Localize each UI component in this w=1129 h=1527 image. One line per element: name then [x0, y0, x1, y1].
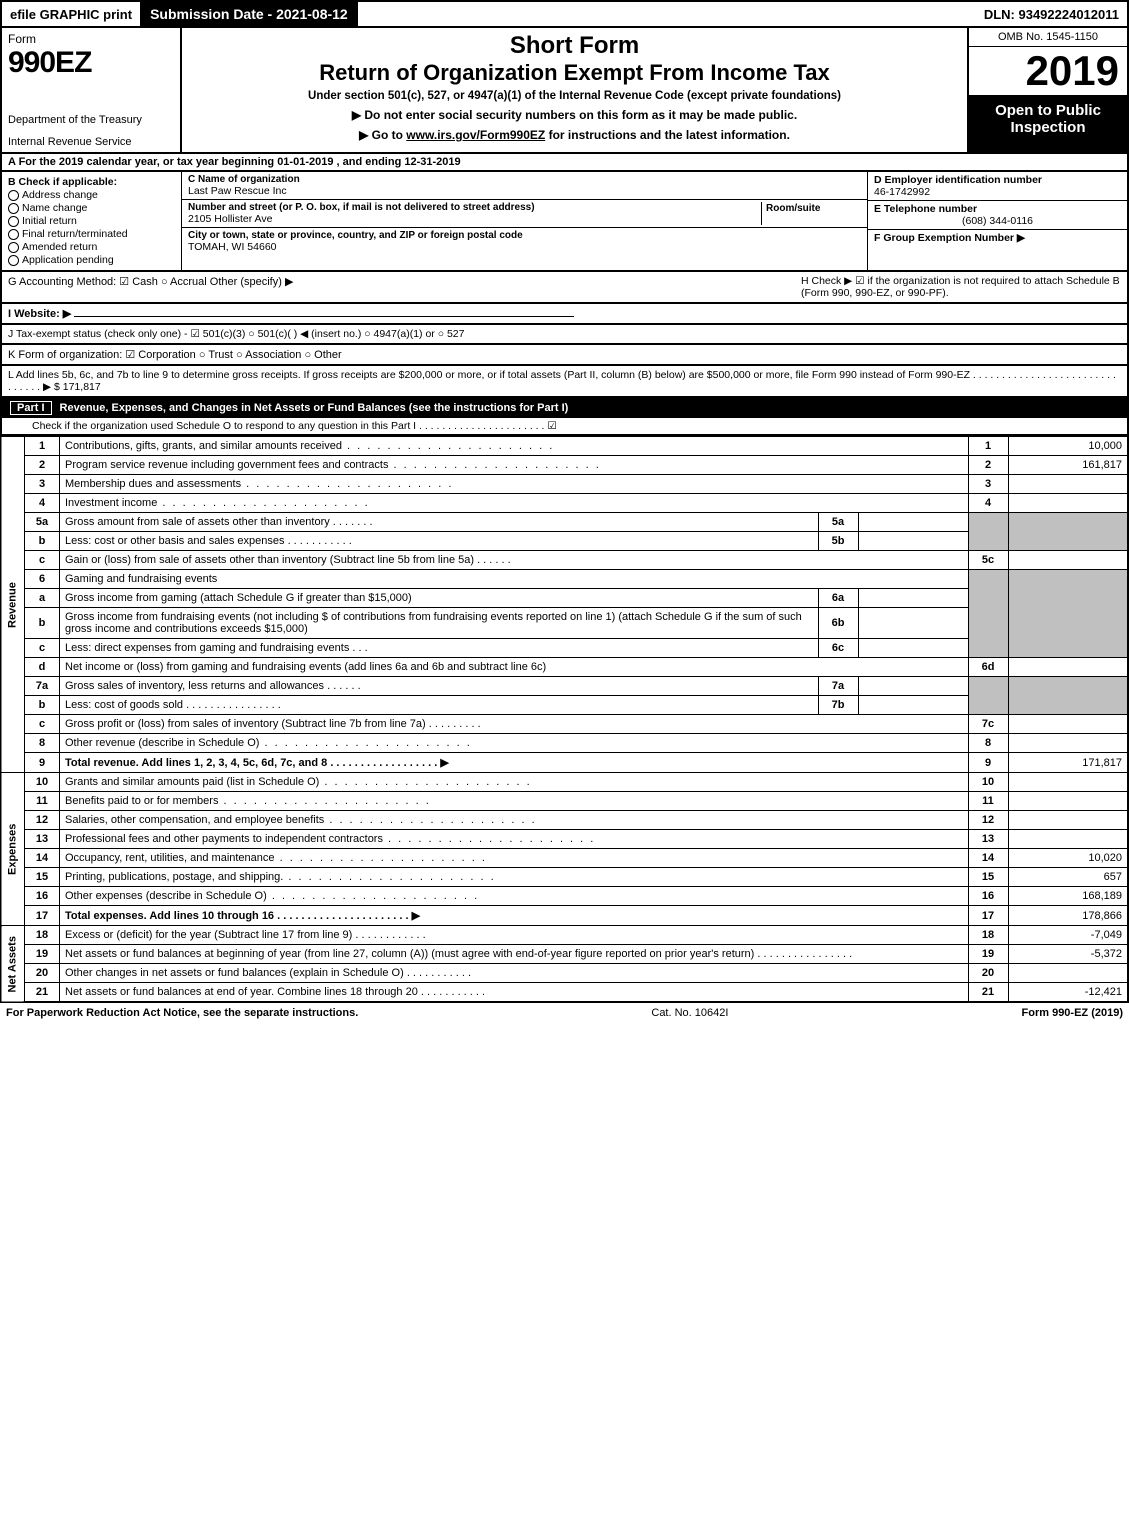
instr-goto: ▶ Go to www.irs.gov/Form990EZ for instru… [188, 128, 961, 142]
line1-val: 10,000 [1008, 437, 1128, 456]
line15-val: 657 [1008, 868, 1128, 887]
form-number: 990EZ [8, 46, 174, 80]
org-street: 2105 Hollister Ave [188, 213, 761, 225]
cb-pending: Application pending [8, 254, 175, 266]
total-expenses: 178,866 [1008, 906, 1128, 926]
lines-table: Revenue 1 Contributions, gifts, grants, … [0, 436, 1129, 1003]
part1-title: Revenue, Expenses, and Changes in Net As… [60, 402, 569, 414]
footer-mid: Cat. No. 10642I [651, 1007, 728, 1019]
instr-goto-pre: ▶ Go to [359, 128, 406, 142]
netassets-section-label: Net Assets [1, 926, 25, 1003]
col-c: C Name of organization Last Paw Rescue I… [182, 172, 867, 270]
open-to-public: Open to Public Inspection [969, 96, 1127, 152]
dept-treasury: Department of the Treasury [8, 114, 174, 126]
row-j: J Tax-exempt status (check only one) - ☑… [0, 325, 1129, 345]
row-k: K Form of organization: ☑ Corporation ○ … [0, 345, 1129, 366]
phone: (608) 344-0116 [874, 215, 1121, 227]
cb-address: Address change [8, 189, 175, 201]
dln: DLN: 93492224012011 [976, 4, 1127, 25]
org-city: TOMAH, WI 54660 [188, 241, 861, 253]
instr-goto-post: for instructions and the latest informat… [545, 128, 790, 142]
d-label: D Employer identification number [874, 174, 1121, 186]
part1-label: Part I [10, 401, 52, 415]
schedule-b-check: H Check ▶ ☑ if the organization is not r… [801, 275, 1121, 299]
cb-name: Name change [8, 202, 175, 214]
cb-initial: Initial return [8, 215, 175, 227]
total-revenue: 171,817 [1008, 753, 1128, 773]
cb-final: Final return/terminated [8, 228, 175, 240]
part1-header: Part I Revenue, Expenses, and Changes in… [2, 398, 1127, 418]
accounting-method: G Accounting Method: ☑ Cash ○ Accrual Ot… [8, 275, 293, 299]
ein: 46-1742992 [874, 186, 1121, 198]
cb-amended: Amended return [8, 241, 175, 253]
omb-number: OMB No. 1545-1150 [969, 28, 1127, 47]
revenue-section-label: Revenue [1, 437, 25, 773]
efile-label: efile GRAPHIC print [2, 4, 140, 25]
c-name-label: C Name of organization [188, 174, 861, 185]
c-street-label: Number and street (or P. O. box, if mail… [188, 202, 761, 213]
footer: For Paperwork Reduction Act Notice, see … [0, 1003, 1129, 1023]
col-de: D Employer identification number 46-1742… [867, 172, 1127, 270]
line2-val: 161,817 [1008, 456, 1128, 475]
line19-val: -5,372 [1008, 945, 1128, 964]
c-room-label: Room/suite [766, 203, 820, 214]
irs-link[interactable]: www.irs.gov/Form990EZ [406, 128, 545, 142]
c-city-label: City or town, state or province, country… [188, 230, 861, 241]
org-name: Last Paw Rescue Inc [188, 185, 861, 197]
footer-right: Form 990-EZ (2019) [1022, 1007, 1123, 1019]
top-bar: efile GRAPHIC print Submission Date - 20… [0, 0, 1129, 28]
row-gh: G Accounting Method: ☑ Cash ○ Accrual Ot… [0, 272, 1129, 304]
section-a: A For the 2019 calendar year, or tax yea… [0, 154, 1129, 172]
part1-header-wrap: Part I Revenue, Expenses, and Changes in… [0, 398, 1129, 436]
instr-ssn: ▶ Do not enter social security numbers o… [188, 108, 961, 122]
line18-val: -7,049 [1008, 926, 1128, 945]
header-left: Form 990EZ Department of the Treasury In… [2, 28, 182, 152]
f-label: F Group Exemption Number ▶ [874, 232, 1121, 244]
col-b-title: B Check if applicable: [8, 176, 175, 188]
header-mid: Short Form Return of Organization Exempt… [182, 28, 967, 152]
line14-val: 10,020 [1008, 849, 1128, 868]
footer-left: For Paperwork Reduction Act Notice, see … [6, 1007, 358, 1019]
expenses-section-label: Expenses [1, 773, 25, 926]
line21-val: -12,421 [1008, 983, 1128, 1003]
e-label: E Telephone number [874, 203, 1121, 215]
top-bar-left: efile GRAPHIC print Submission Date - 20… [2, 2, 358, 26]
under-section: Under section 501(c), 527, or 4947(a)(1)… [188, 90, 961, 102]
part1-sub: Check if the organization used Schedule … [2, 418, 1127, 434]
header-right: OMB No. 1545-1150 2019 Open to Public In… [967, 28, 1127, 152]
row-l: L Add lines 5b, 6c, and 7b to line 9 to … [0, 366, 1129, 398]
header-block: Form 990EZ Department of the Treasury In… [0, 28, 1129, 154]
form-label: Form [8, 32, 174, 46]
line16-val: 168,189 [1008, 887, 1128, 906]
return-title: Return of Organization Exempt From Incom… [188, 60, 961, 86]
row-i: I Website: ▶ [0, 304, 1129, 325]
website-label: I Website: ▶ [8, 308, 71, 320]
dept-irs: Internal Revenue Service [8, 136, 174, 148]
submission-date: Submission Date - 2021-08-12 [140, 2, 358, 26]
entity-row: B Check if applicable: Address change Na… [0, 172, 1129, 272]
col-b: B Check if applicable: Address change Na… [2, 172, 182, 270]
short-form-title: Short Form [188, 32, 961, 60]
tax-year: 2019 [969, 47, 1127, 96]
